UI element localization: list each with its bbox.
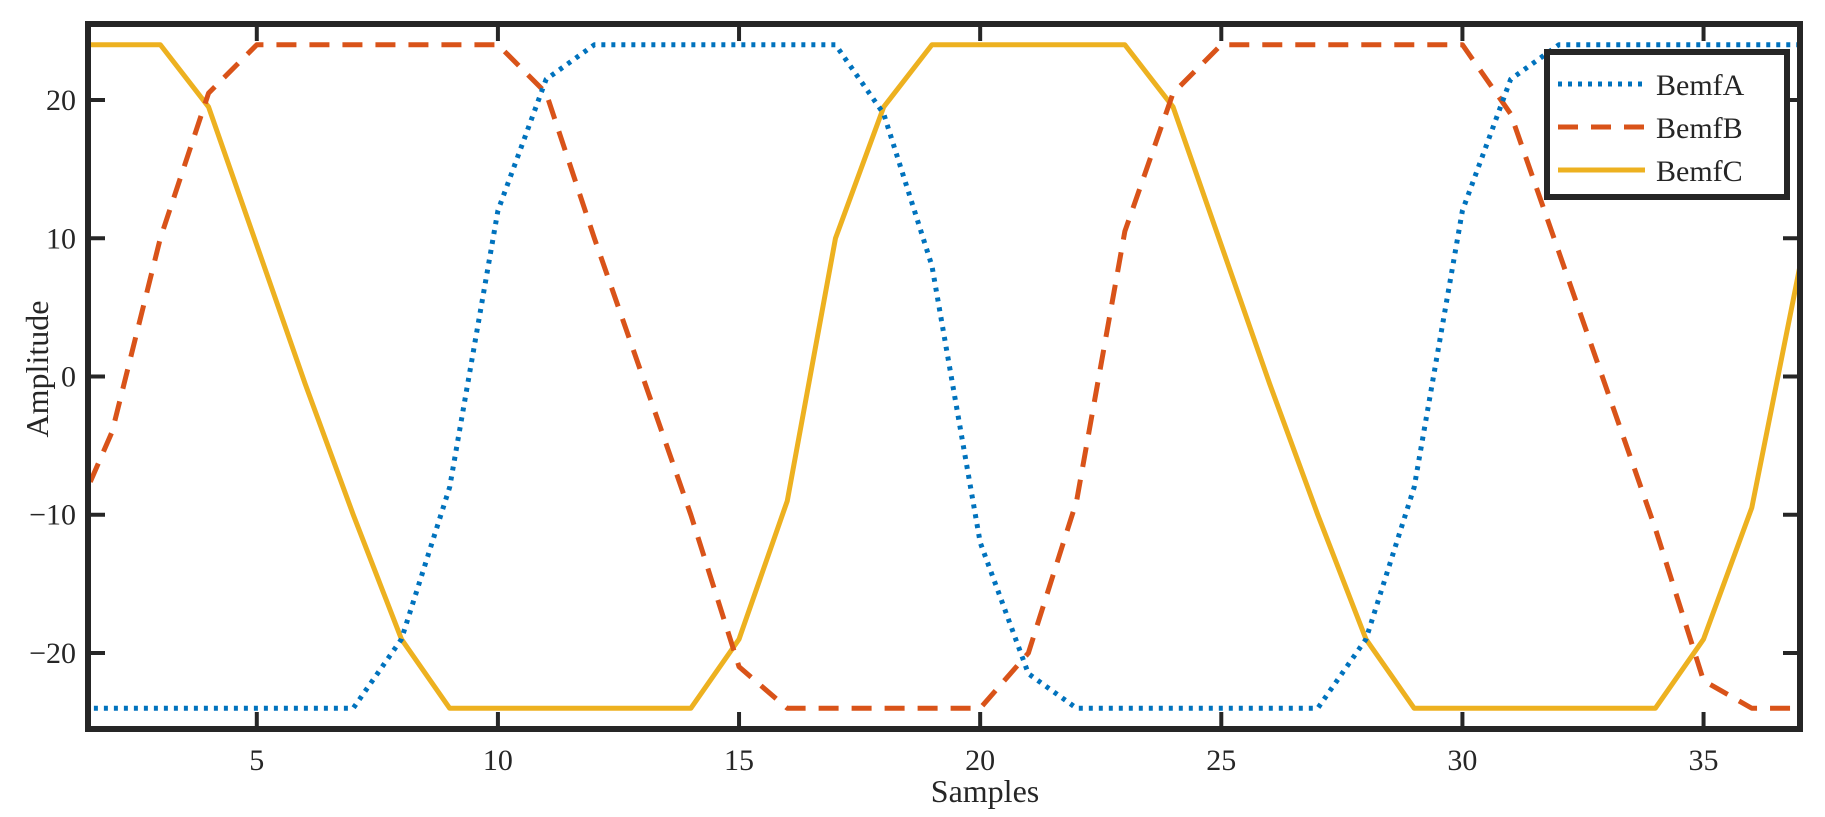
y-axis-label: Amplitude	[19, 301, 55, 438]
y-tick-label: 10	[46, 222, 76, 255]
legend-label-bemfb: BemfB	[1656, 112, 1743, 145]
y-tick-label: −10	[29, 499, 76, 532]
y-tick-label: 0	[61, 361, 76, 394]
series-line-bemfa	[88, 42, 1800, 711]
series-layer	[88, 42, 1800, 711]
x-tick-labels: 5 10 15 20 25 30 35	[249, 744, 1718, 777]
x-tick-label: 10	[483, 744, 513, 777]
legend-label-bemfc: BemfC	[1656, 155, 1743, 188]
x-tick-label: 25	[1206, 744, 1236, 777]
legend-label-bemfa: BemfA	[1656, 69, 1745, 102]
y-tick-label: 20	[46, 84, 76, 117]
legend: BemfA BemfB BemfC	[1544, 49, 1790, 200]
x-tick-label: 30	[1447, 744, 1477, 777]
x-tick-label: 5	[249, 744, 264, 777]
legend-box	[1544, 49, 1790, 200]
series-line-bemfb	[88, 42, 1800, 711]
x-tick-label: 20	[965, 744, 995, 777]
y-tick-label: −20	[29, 637, 76, 670]
x-axis-label: Samples	[931, 773, 1039, 809]
series-line-bemfc	[88, 42, 1800, 711]
x-tick-label: 15	[724, 744, 754, 777]
x-tick-label: 35	[1689, 744, 1719, 777]
plot-background	[88, 24, 1800, 729]
plot-frame	[85, 21, 1803, 732]
y-tick-labels: 20 10 0 −10 −20	[29, 84, 76, 670]
